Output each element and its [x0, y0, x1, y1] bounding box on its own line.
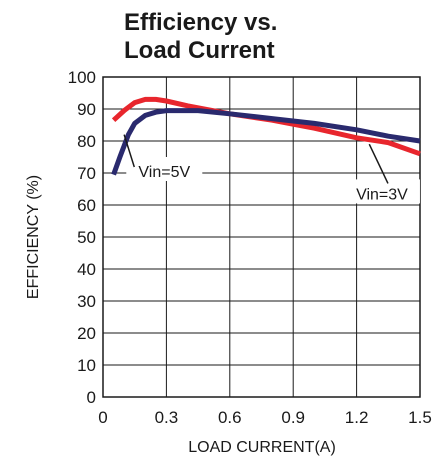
y-tick-label: 40 [77, 260, 96, 279]
y-tick-label: 10 [77, 356, 96, 375]
x-tick-label: 1.2 [345, 408, 369, 427]
x-tick-label: 0.3 [155, 408, 179, 427]
chart-title-line-1: Efficiency vs. [124, 9, 277, 36]
x-tick-label: 1.5 [408, 408, 432, 427]
annotation-label: Vin=3V [356, 186, 408, 203]
chart-title-line-2: Load Current [124, 37, 275, 64]
series-line-0 [111, 96, 421, 157]
y-tick-label: 70 [77, 164, 96, 183]
annotation-leader-line [368, 143, 389, 184]
y-tick-label: 50 [77, 228, 96, 247]
y-tick-label: 0 [87, 388, 96, 407]
tick-labels: 0 0.3 0.6 0.9 1.2 1.5 0 10 20 30 40 50 60 70 80 90 100 [68, 68, 432, 427]
grid [103, 77, 420, 397]
y-tick-label: 80 [77, 132, 96, 151]
x-axis-label: LOAD CURRENT(A) [188, 439, 336, 456]
x-tick-label: 0.6 [218, 408, 242, 427]
x-tick-label: 0 [98, 408, 107, 427]
series-lines [111, 96, 421, 176]
y-tick-label: 20 [77, 324, 96, 343]
annotation-background [126, 157, 203, 181]
annotation-label: Vin=5V [138, 164, 190, 181]
y-tick-label: 90 [77, 100, 96, 119]
y-tick-label: 100 [68, 68, 96, 87]
annotations: Vin=5V Vin=3V [123, 134, 420, 204]
plot-area-frame [102, 76, 421, 398]
y-tick-label: 60 [77, 196, 96, 215]
series-line-1 [111, 108, 421, 176]
x-tick-label: 0.9 [281, 408, 305, 427]
annotation-background [343, 179, 420, 204]
annotation-leader-line [123, 134, 136, 168]
y-axis-label: EFFICIENCY (%) [25, 175, 42, 299]
y-tick-label: 30 [77, 292, 96, 311]
